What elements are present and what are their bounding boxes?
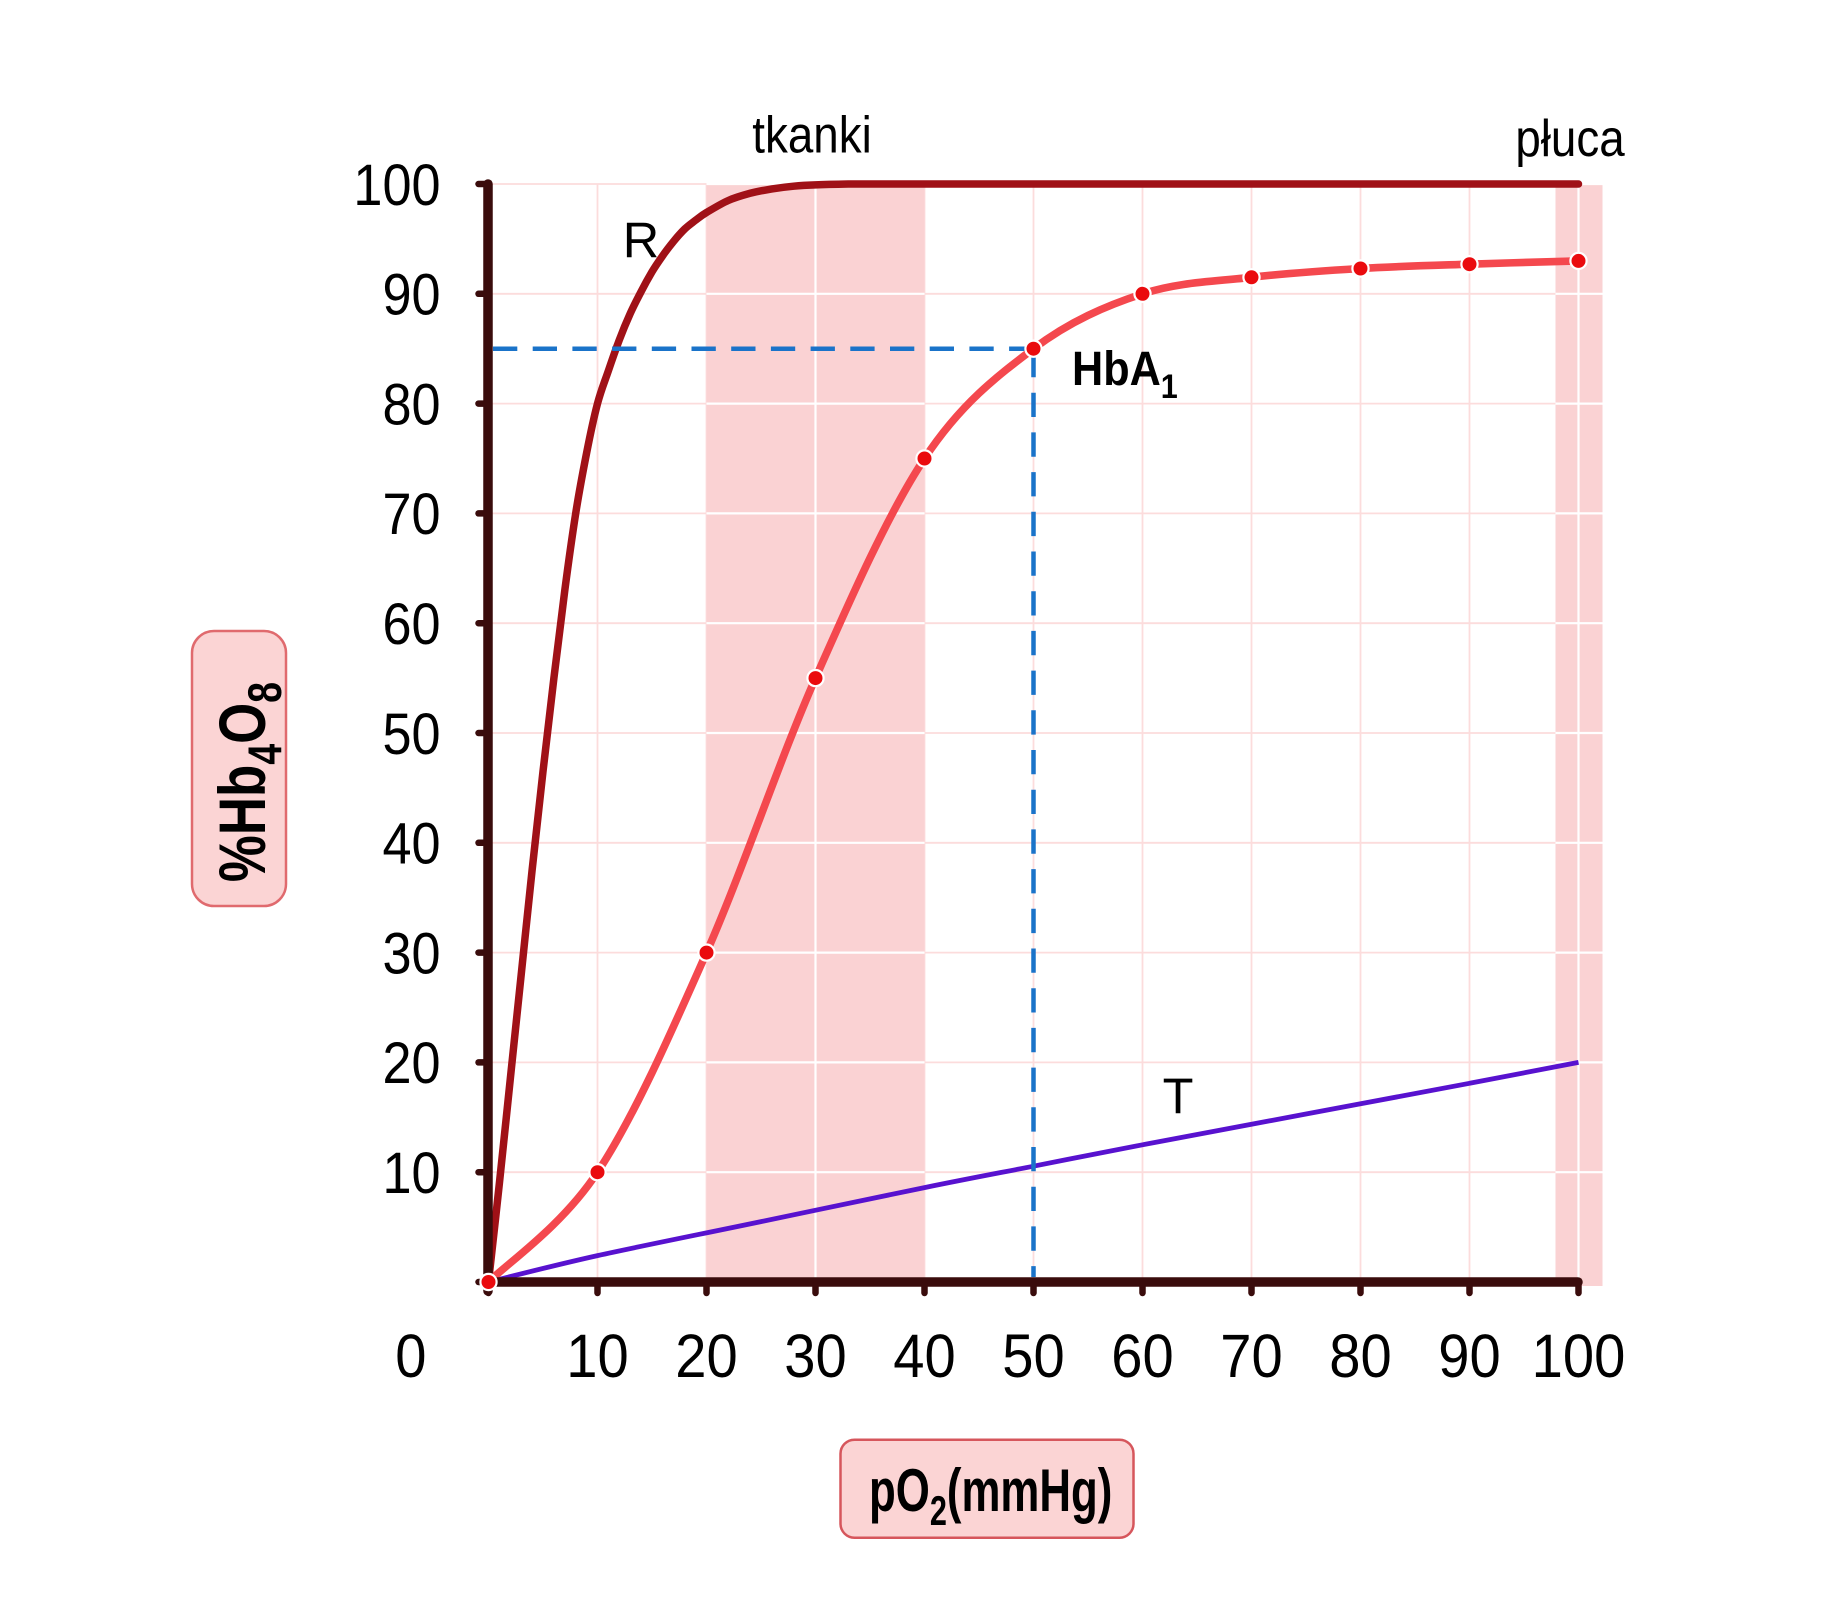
svg-text:100: 100 — [1532, 1323, 1626, 1391]
svg-text:50: 50 — [1002, 1323, 1064, 1391]
svg-text:30: 30 — [382, 921, 440, 986]
svg-text:70: 70 — [382, 482, 440, 547]
svg-text:70: 70 — [1220, 1323, 1282, 1391]
svg-text:0: 0 — [395, 1323, 426, 1391]
svg-text:80: 80 — [382, 372, 440, 437]
svg-text:20: 20 — [382, 1031, 440, 1096]
svg-text:płuca: płuca — [1515, 110, 1625, 167]
svg-text:100: 100 — [353, 152, 440, 217]
svg-text:90: 90 — [382, 262, 440, 327]
svg-text:10: 10 — [382, 1140, 440, 1205]
svg-text:HbA1: HbA1 — [1072, 342, 1178, 405]
svg-text:pO2(mmHg): pO2(mmHg) — [869, 1457, 1112, 1534]
svg-text:%Hb4O8: %Hb4O8 — [205, 682, 292, 882]
svg-text:20: 20 — [675, 1323, 737, 1391]
svg-text:90: 90 — [1438, 1323, 1500, 1391]
svg-text:10: 10 — [566, 1323, 628, 1391]
svg-text:80: 80 — [1329, 1323, 1391, 1391]
svg-text:60: 60 — [1111, 1323, 1173, 1391]
svg-text:30: 30 — [784, 1323, 846, 1391]
svg-text:60: 60 — [382, 591, 440, 656]
svg-text:T: T — [1163, 1067, 1194, 1124]
svg-text:tkanki: tkanki — [752, 107, 872, 164]
svg-text:R: R — [623, 212, 659, 269]
svg-text:40: 40 — [893, 1323, 955, 1391]
svg-text:40: 40 — [382, 811, 440, 876]
svg-text:50: 50 — [382, 701, 440, 766]
